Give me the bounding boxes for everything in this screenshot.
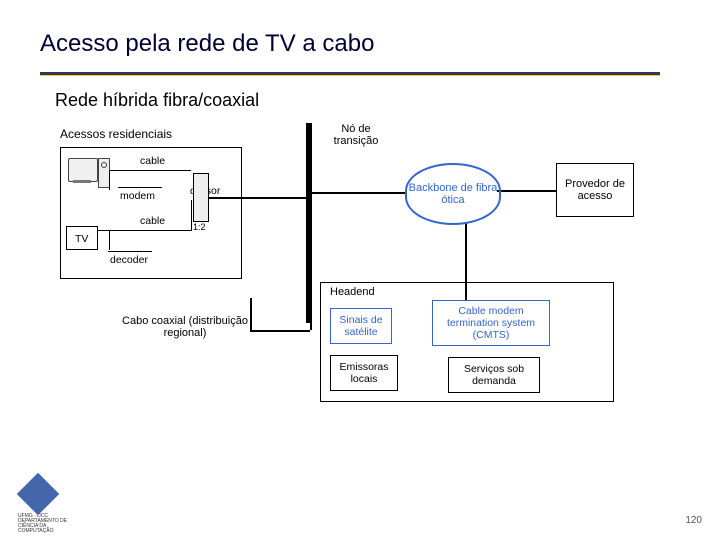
line-backbone-to-provider [497,190,556,192]
subtitle: Rede híbrida fibra/coaxial [55,90,259,111]
line-tv-to-splitter [98,230,191,231]
slide-title: Acesso pela rede de TV a cabo [40,30,374,58]
provider-text: Provedor de acesso [557,178,633,202]
transition-node-label: Nó de transição [326,123,386,147]
backbone-text: Backbone de fibra ótica [407,182,499,206]
line-residential-to-node [208,197,306,199]
title-rule [40,72,660,75]
provider-box: Provedor de acesso [556,163,634,217]
residential-group-label: Acessos residenciais [60,127,172,141]
demand-text: Serviços sob demanda [449,363,539,387]
local-broadcast-box: Emissoras locais [330,355,398,391]
modem-label: modem [120,190,155,202]
satellite-box: Sinais de satélite [330,308,392,344]
cmts-text: Cable modem termination system (CMTS) [433,305,549,341]
line-pc-to-splitter [109,170,191,171]
line-node-to-headend [310,298,312,330]
cable-label-top: cable [140,155,165,167]
pc-icon [68,158,108,190]
coax-label: Cabo coaxial (distribuição regional) [120,315,250,339]
local-text: Emissoras locais [331,361,397,385]
backbone-cloud: Backbone de fibra ótica [405,163,501,225]
satellite-text: Sinais de satélite [331,314,391,338]
decoder-label: decoder [110,254,148,266]
headend-label: Headend [330,286,375,298]
line-pc-down [109,170,110,190]
page-number: 120 [685,515,702,526]
dept-logo: UFMG · DCCDEPARTAMENTO DECIÊNCIA DA COMP… [18,474,73,522]
on-demand-box: Serviços sob demanda [448,357,540,393]
cmts-box: Cable modem termination system (CMTS) [432,300,550,346]
line-node-to-backbone [312,192,405,194]
splitter-box [193,173,209,222]
line-coax-horiz [250,330,310,332]
line-splitter-vert [191,200,192,231]
line-tv-down [109,230,110,250]
cable-label-bottom: cable [140,215,165,227]
line-coax-vert [250,298,252,330]
tv-label: TV [75,233,88,245]
transition-node-bar [306,123,312,323]
